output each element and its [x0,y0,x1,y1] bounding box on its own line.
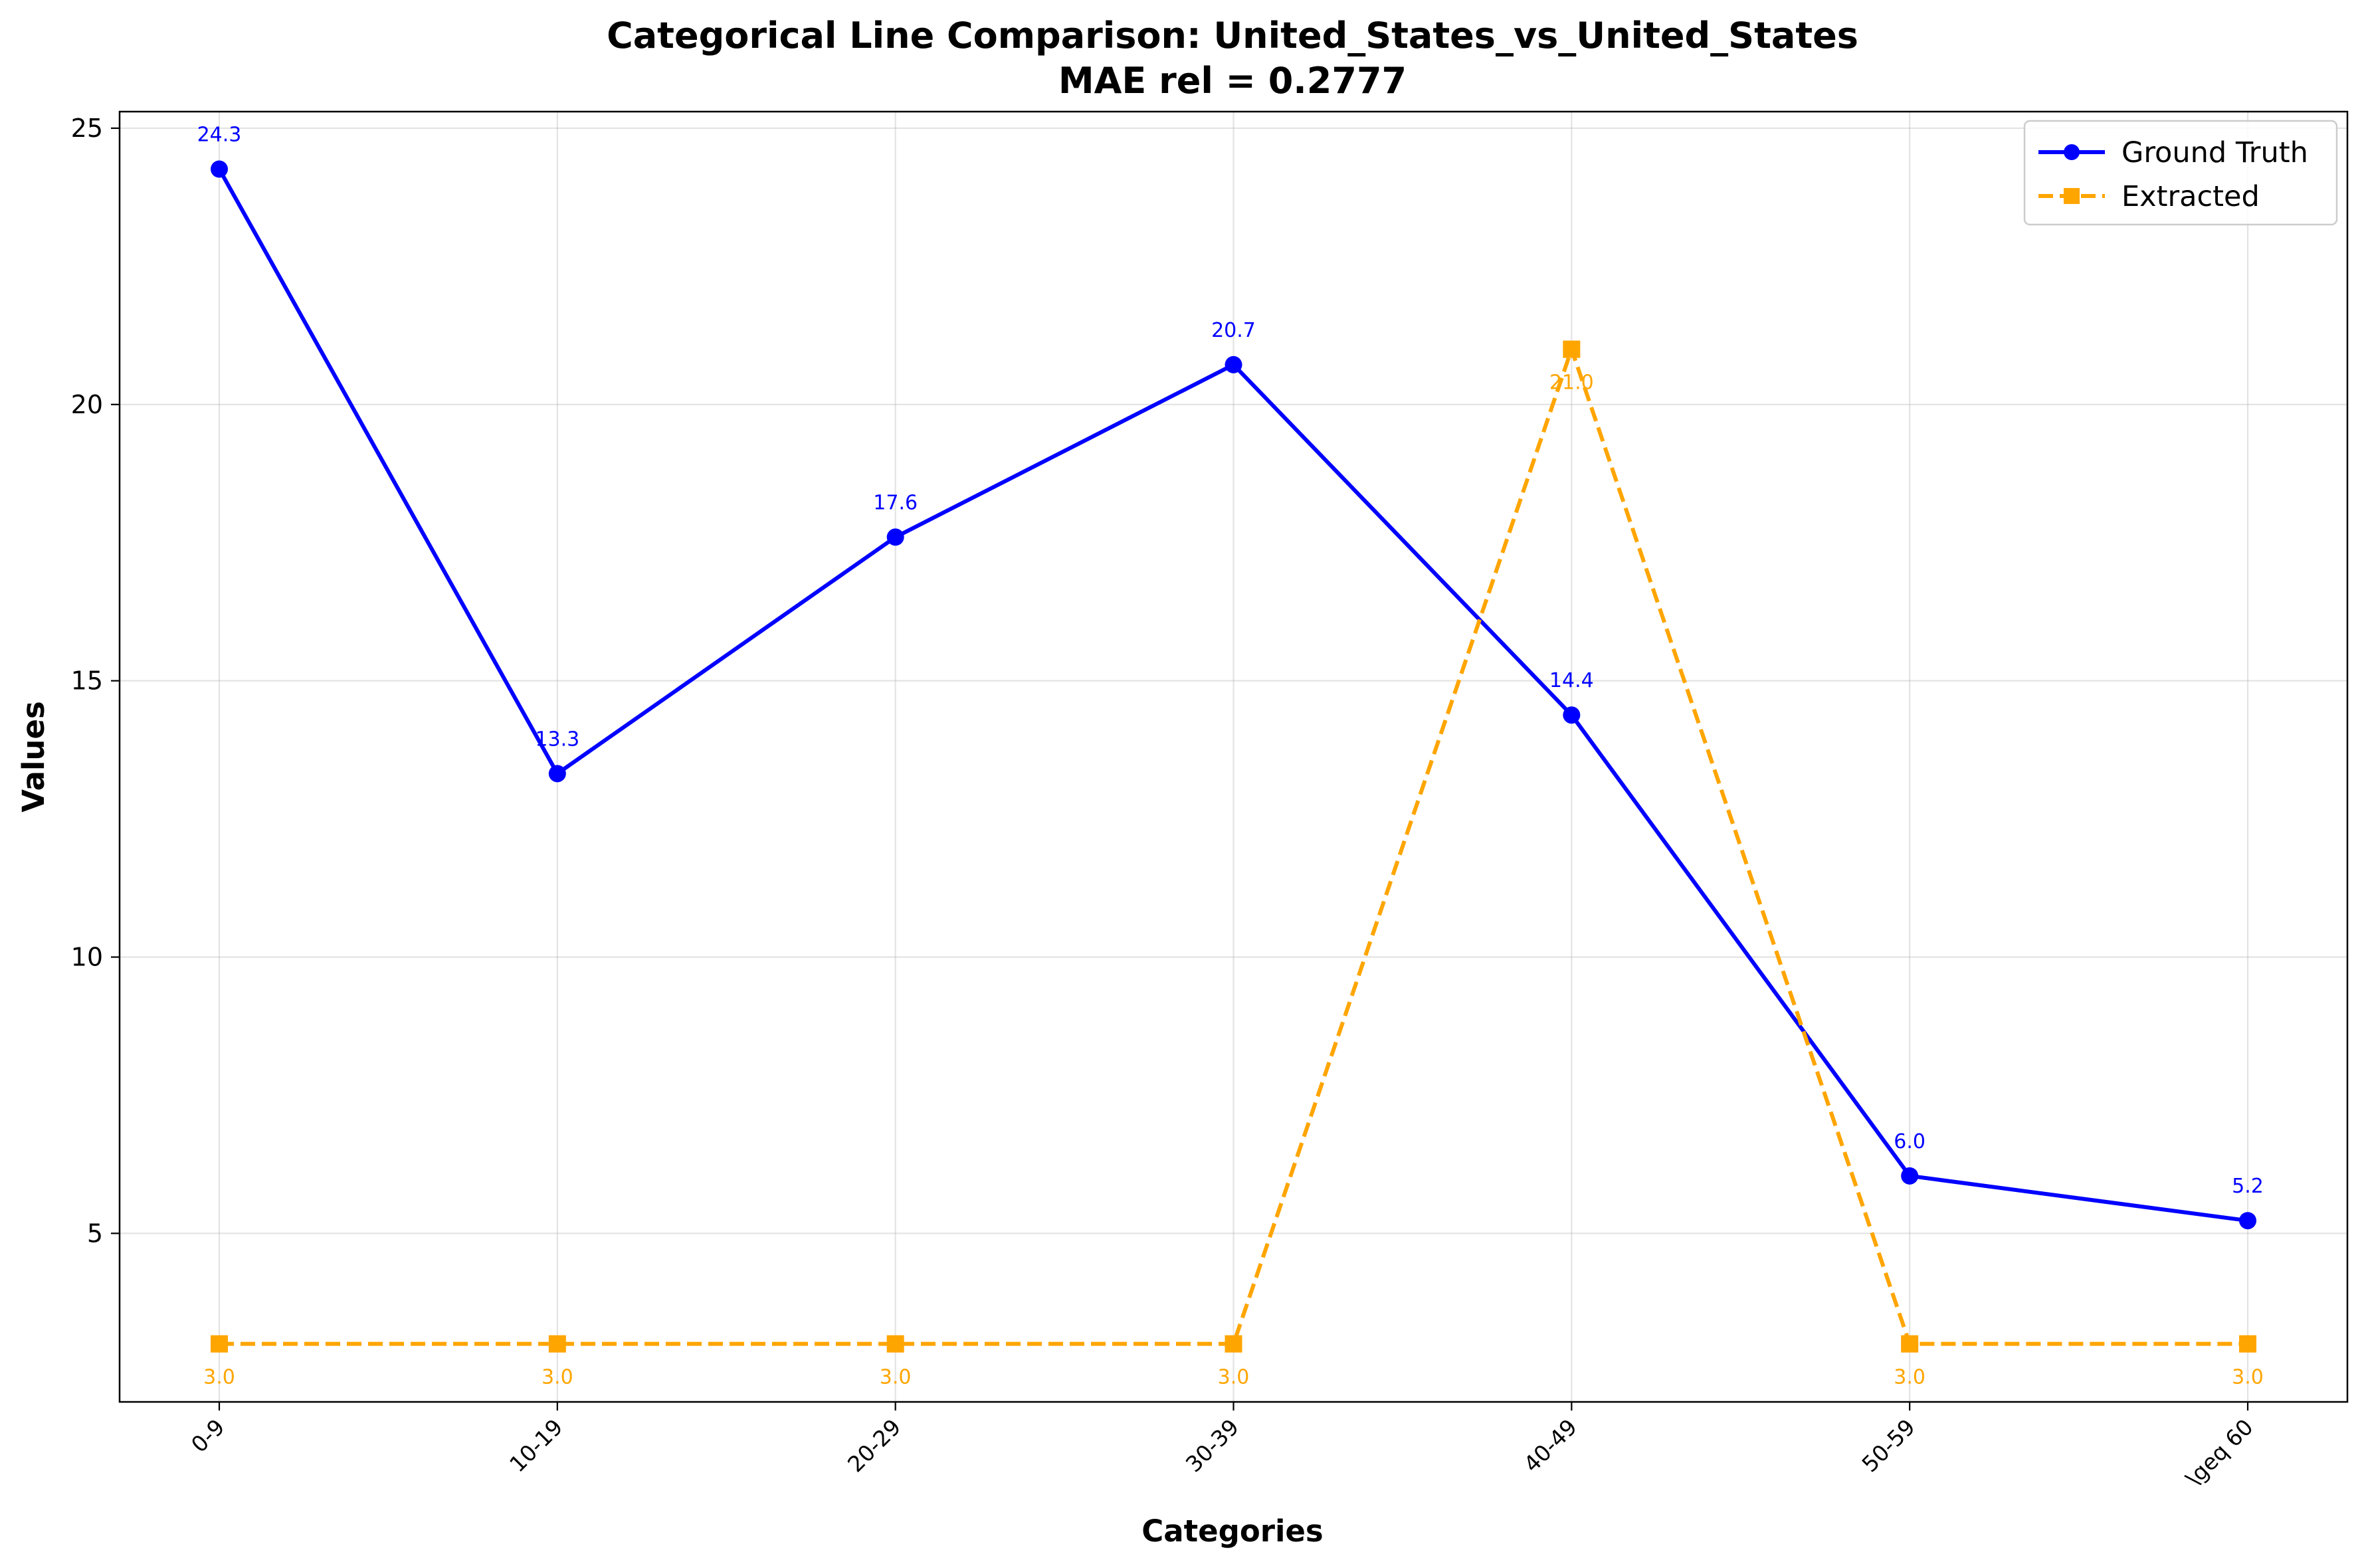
data-label-extracted: 3.0 [542,1366,573,1389]
chart-subtitle: MAE rel = 0.2777 [1058,60,1407,102]
data-label-extracted: 3.0 [2232,1366,2264,1389]
data-label-ground-truth: 13.3 [535,728,579,751]
legend-marker-extracted [2064,188,2080,204]
legend-label-extracted: Extracted [2121,180,2260,213]
data-label-extracted: 3.0 [1218,1366,1250,1389]
data-label-extracted: 3.0 [203,1366,235,1389]
data-point-ground-truth [211,160,228,178]
y-axis-ticks: 5 10 15 20 25 [71,114,120,1248]
data-point-ground-truth [1225,355,1242,373]
y-tick-label: 15 [71,666,103,696]
grid-lines [120,112,2347,1402]
y-tick-label: 10 [71,942,103,971]
data-point-ground-truth [1563,706,1581,724]
data-point-extracted [211,1335,228,1353]
chart-title: Categorical Line Comparison: United_Stat… [607,15,1858,56]
data-labels: 24.3 13.3 17.6 20.7 14.4 6.0 5.2 3.0 3.0 3.0 3.0 21… [197,123,2264,1389]
y-tick-label: 25 [71,114,103,143]
data-label-extracted: 21.0 [1549,371,1594,395]
data-label-ground-truth: 17.6 [873,491,918,514]
data-label-extracted: 3.0 [1894,1366,1925,1389]
data-label-ground-truth: 6.0 [1894,1130,1925,1153]
data-label-extracted: 3.0 [880,1366,912,1389]
legend-box [2023,120,2338,226]
y-axis-label: Values [16,701,51,813]
legend-marker-ground-truth [2064,144,2080,160]
legend: Ground Truth Extracted [2023,120,2338,226]
data-point-extracted [1901,1335,1919,1353]
data-label-ground-truth: 20.7 [1211,319,1256,342]
legend-label-ground-truth: Ground Truth [2121,136,2308,169]
x-axis-label: Categories [1141,1514,1323,1549]
data-point-extracted [886,1335,904,1353]
data-point-extracted [1225,1335,1242,1353]
data-point-ground-truth [1901,1167,1919,1185]
y-tick-label: 20 [71,390,103,419]
data-point-ground-truth [548,765,566,783]
data-point-extracted [548,1335,566,1353]
data-point-extracted [2239,1335,2256,1353]
y-tick-label: 5 [87,1219,103,1248]
series-layer [211,160,2256,1353]
data-point-extracted [1563,340,1581,358]
data-label-ground-truth: 24.3 [197,123,242,146]
data-point-ground-truth [2239,1212,2256,1230]
data-label-ground-truth: 14.4 [1549,669,1594,692]
data-label-ground-truth: 5.2 [2232,1175,2264,1198]
data-point-ground-truth [886,528,904,546]
